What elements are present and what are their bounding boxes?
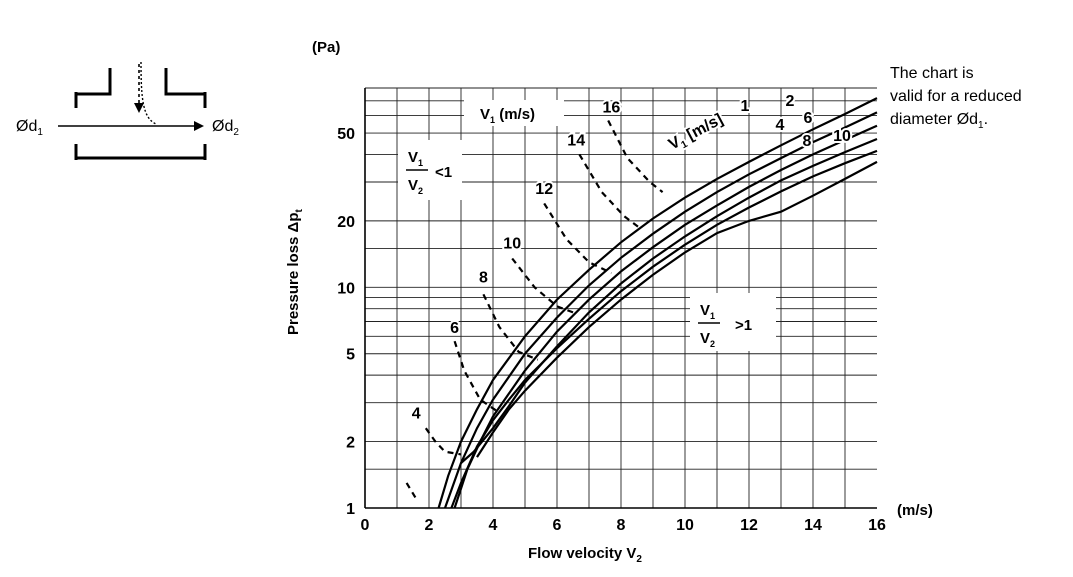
solid-curve-v1-10	[476, 160, 878, 458]
x-tick-label: 12	[740, 517, 758, 534]
main-flow-arrowhead	[194, 121, 204, 131]
solid-curve-v1-2	[443, 111, 878, 509]
dashed-curve-v1-4	[424, 427, 462, 456]
tee-upper-right-wall	[164, 68, 205, 96]
x-tick-label: 6	[553, 517, 562, 534]
chart-grid	[365, 87, 877, 508]
solid-curve-v1-1	[437, 97, 878, 509]
dashed-curve-label: 16	[603, 99, 621, 116]
y-axis-title: Pressure loss Δpt	[285, 208, 305, 335]
ratio-above-numerator: V1	[700, 302, 715, 321]
dashed-curve-v1-14	[578, 153, 641, 230]
tee-schematic	[74, 68, 207, 160]
solid-curve-v1-6	[460, 137, 878, 464]
dashed-curve-v1-8	[482, 293, 539, 361]
dashed-series-header: V1 (m/s)	[464, 100, 564, 126]
y-tick-label: 5	[346, 347, 355, 364]
solid-curve-v1-8	[450, 149, 878, 509]
note-line-2: valid for a reduced	[890, 88, 1022, 105]
dashed-curve-label: 4	[412, 405, 421, 422]
tee-flow-arrows	[58, 61, 204, 131]
svg-text:V1 (m/s): V1 (m/s)	[480, 106, 535, 125]
x-tick-label: 2	[425, 517, 434, 534]
x-tick-label: 0	[361, 517, 370, 534]
dashed-curve-v1-10	[511, 257, 577, 315]
solid-curve-label: 8	[803, 133, 812, 150]
y-tick-label: 20	[337, 214, 355, 231]
branch-merge-line	[140, 61, 157, 125]
solid-curve-v1-4	[453, 124, 878, 509]
dashed-curve-label: 8	[479, 270, 488, 287]
x-tick-label: 16	[868, 517, 886, 534]
dashed-curve-label: 12	[535, 181, 553, 198]
dashed-curve-label: 10	[503, 235, 521, 252]
x-tick-label: 8	[617, 517, 626, 534]
ratio-below-one-box: V1 V2 <1	[398, 140, 462, 200]
branch-flow-arrowhead	[134, 103, 144, 113]
x-tick-label: 14	[804, 517, 822, 534]
tee-upper-left-wall	[76, 68, 112, 96]
svg-text:V1 [m/s]: V1 [m/s]	[666, 111, 727, 156]
note-line-3: diameter Ød1.	[890, 111, 988, 131]
solid-series-header: V1 [m/s]	[664, 109, 728, 156]
ratio-below-denominator: V2	[408, 177, 423, 196]
right-diameter-label: Ød2	[212, 118, 239, 138]
dashed-curve-v1-4	[405, 482, 418, 500]
note-line-1: The chart is	[890, 65, 974, 82]
y-tick-label: 50	[337, 126, 355, 143]
solid-curve-label: 1	[741, 98, 750, 115]
dashed-curve-v1-6	[453, 340, 501, 414]
ratio-above-denominator: V2	[700, 330, 715, 349]
y-tick-label: 2	[346, 435, 355, 452]
y-tick-label: 1	[346, 501, 355, 518]
left-diameter-label: Ød1	[16, 118, 43, 138]
solid-curve-label: 6	[804, 110, 813, 127]
y-tick-label: 10	[337, 280, 355, 297]
x-unit-label: (m/s)	[897, 502, 933, 519]
x-axis-title: Flow velocity V2	[528, 545, 642, 565]
dashed-curve-v1-16	[607, 119, 664, 193]
solid-curve-label: 2	[786, 93, 795, 110]
x-tick-label: 4	[489, 517, 498, 534]
dashed-curve-label: 14	[567, 132, 585, 149]
solid-curve-label: 4	[776, 117, 785, 134]
ratio-below-relation: <1	[435, 164, 452, 181]
x-tick-label: 10	[676, 517, 694, 534]
ratio-above-relation: >1	[735, 317, 752, 334]
dashed-curve-v1-12	[543, 202, 612, 275]
dashed-curve-label: 6	[450, 320, 459, 337]
ratio-below-numerator: V1	[408, 149, 423, 168]
solid-curve-label: 10	[833, 128, 851, 145]
ratio-above-one-box: V1 V2 >1	[690, 293, 776, 351]
y-unit-label: (Pa)	[312, 39, 340, 56]
